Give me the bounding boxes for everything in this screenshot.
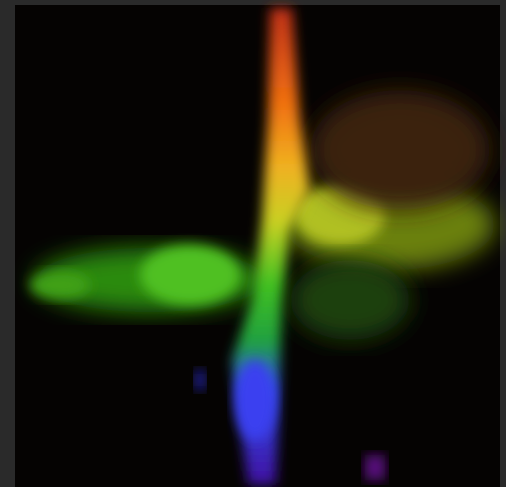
green-left — [30, 271, 90, 299]
dim-green — [290, 260, 410, 340]
blue-spot — [235, 360, 275, 440]
image-content — [30, 8, 495, 485]
brown-haze — [310, 90, 490, 210]
green-core — [140, 245, 240, 305]
violet-spot — [365, 455, 385, 480]
blue-dot — [195, 370, 205, 390]
